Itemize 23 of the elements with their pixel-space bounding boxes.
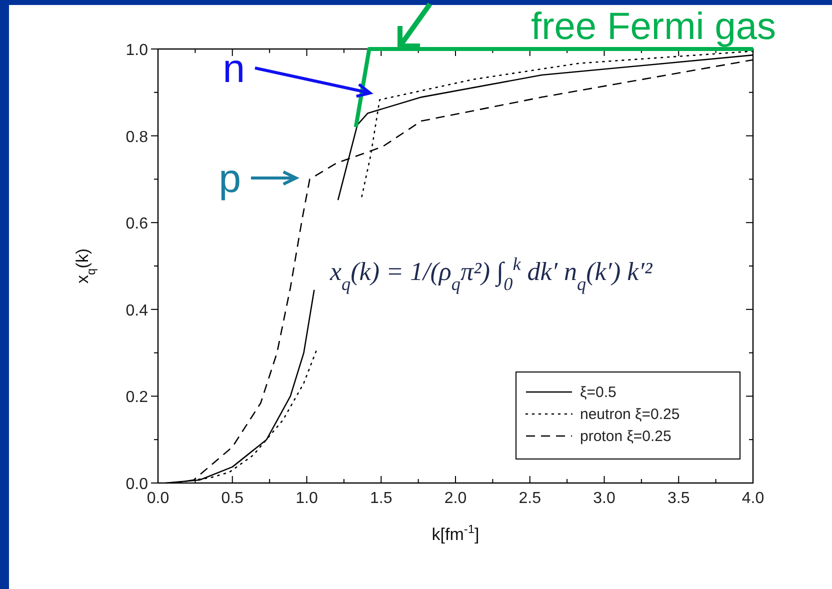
y-tick-label: 1.0 <box>126 42 148 59</box>
annotation: n <box>222 47 245 91</box>
y-tick-label: 0.8 <box>126 128 148 146</box>
text: free Fermi gas <box>531 6 776 48</box>
text: x$_{q}$(k) = 1/(ρ$_{q}$π²) ∫$_{0}$$^{k}$ dk′ n$_{q}$(k′) k′² <box>330 254 652 294</box>
legend-label: proton ξ=0.25 <box>580 428 672 445</box>
x-tick-label: 3.0 <box>593 490 616 507</box>
x-tick-label: 1.0 <box>296 490 318 507</box>
y-tick-label: 0.6 <box>126 216 148 233</box>
y-tick-label: 0.0 <box>126 476 148 493</box>
legend-label: neutron ξ=0.25 <box>580 406 680 423</box>
x-tick-label: 0.0 <box>146 490 170 507</box>
x-tick-label: 0.5 <box>221 490 244 507</box>
legend-label: ξ=0.5 <box>580 384 616 401</box>
x-tick-label: 3.5 <box>668 490 690 507</box>
x-tick-label: 4.0 <box>742 490 764 507</box>
x-tick-label: 2.5 <box>518 490 542 507</box>
annotation: p <box>218 157 241 201</box>
x-tick-label: 2.0 <box>444 490 467 507</box>
x-axis-title: k[fm$^{-1}$] <box>432 522 480 544</box>
y-tick-label: 0.2 <box>126 389 148 406</box>
x-tick-label: 1.5 <box>370 490 392 507</box>
y-tick-label: 0.4 <box>126 302 148 320</box>
